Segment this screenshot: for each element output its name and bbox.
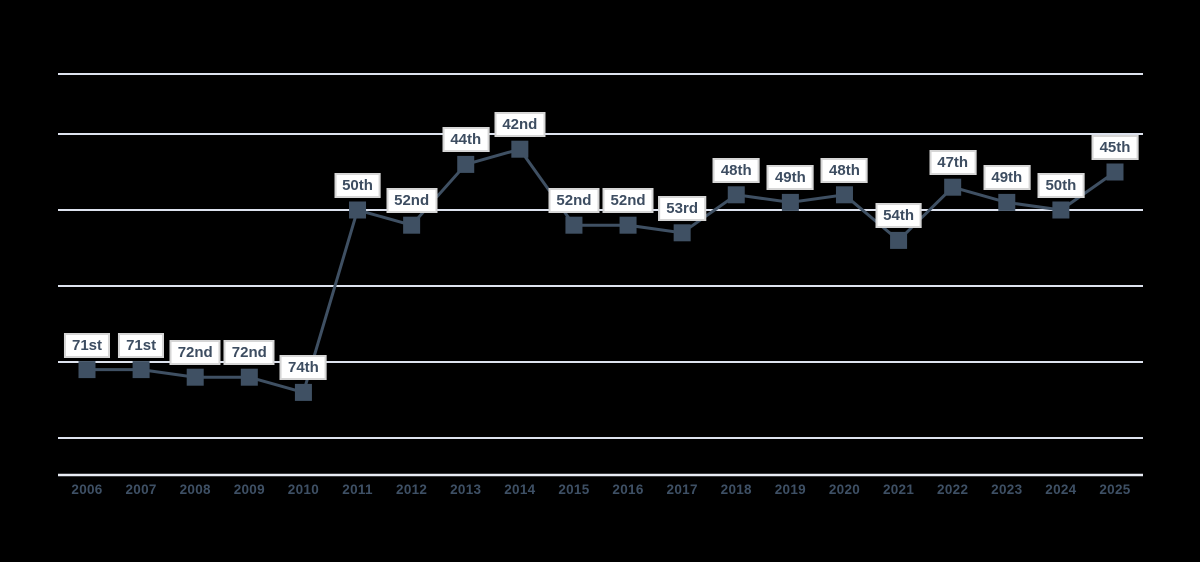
point-label-2015: 52nd [548,188,600,214]
data-point-marker-2021 [890,231,908,249]
point-label-2012: 52nd [386,188,438,214]
data-point-marker-2016 [619,216,637,234]
point-label-2022: 47th [929,150,977,176]
data-point-marker-2009 [240,368,258,386]
x-tick-label-2023: 2023 [991,482,1023,497]
trend-line [87,147,1116,395]
data-point-marker-2010 [294,383,312,401]
point-label-2013: 44th [442,127,490,153]
data-point-marker-2023 [998,193,1016,211]
data-point-marker-2007 [132,361,150,379]
data-point-marker-2012 [403,216,421,234]
data-point-marker-2024 [1052,201,1070,219]
data-point-marker-2014 [511,140,529,158]
data-point-marker-2017 [673,224,691,242]
data-point-marker-2025 [1106,163,1124,181]
point-label-2023: 49th [983,165,1031,191]
x-tick-label-2015: 2015 [558,482,590,497]
x-tick-label-2007: 2007 [125,482,157,497]
data-point-marker-2013 [457,155,475,173]
x-tick-label-2013: 2013 [450,482,482,497]
point-label-2018: 48th [712,157,760,183]
x-tick-label-2025: 2025 [1099,482,1131,497]
x-tick-label-2022: 2022 [937,482,969,497]
data-point-marker-2022 [944,178,962,196]
x-tick-label-2019: 2019 [774,482,806,497]
x-tick-label-2008: 2008 [179,482,211,497]
x-tick-label-2017: 2017 [666,482,698,497]
point-label-2006: 71st [63,332,111,358]
x-tick-label-2012: 2012 [396,482,428,497]
data-point-marker-2008 [186,368,204,386]
point-label-2011: 50th [334,173,381,198]
point-label-2021: 54th [875,203,922,229]
x-tick-label-2024: 2024 [1045,482,1077,497]
point-label-2019: 49th [766,165,814,191]
data-point-marker-2018 [727,186,745,204]
point-label-2014: 42nd [494,112,546,138]
data-point-marker-2006 [78,361,96,379]
data-point-marker-2015 [565,216,583,234]
data-point-marker-2019 [781,193,799,211]
x-tick-label-2021: 2021 [882,482,915,497]
data-point-marker-2011 [349,201,367,219]
data-point-marker-2020 [835,186,853,204]
point-label-2017: 53rd [658,195,706,221]
point-label-2007: 71st [118,332,165,358]
x-tick-label-2011: 2011 [342,482,373,497]
x-tick-label-2006: 2006 [71,482,103,497]
x-tick-label-2010: 2010 [287,482,320,497]
point-label-2020: 48th [821,157,868,183]
point-label-2016: 52nd [602,188,654,214]
point-label-2025: 45th [1091,135,1139,160]
point-label-2010: 74th [279,355,327,381]
point-label-2024: 50th [1037,173,1085,198]
x-tick-label-2016: 2016 [612,482,644,497]
point-label-2008: 72nd [169,340,221,366]
point-label-2009: 72nd [223,340,275,366]
x-tick-label-2009: 2009 [233,482,265,497]
x-tick-label-2018: 2018 [720,482,752,497]
x-tick-label-2020: 2020 [828,482,861,497]
x-tick-label-2014: 2014 [504,482,536,497]
